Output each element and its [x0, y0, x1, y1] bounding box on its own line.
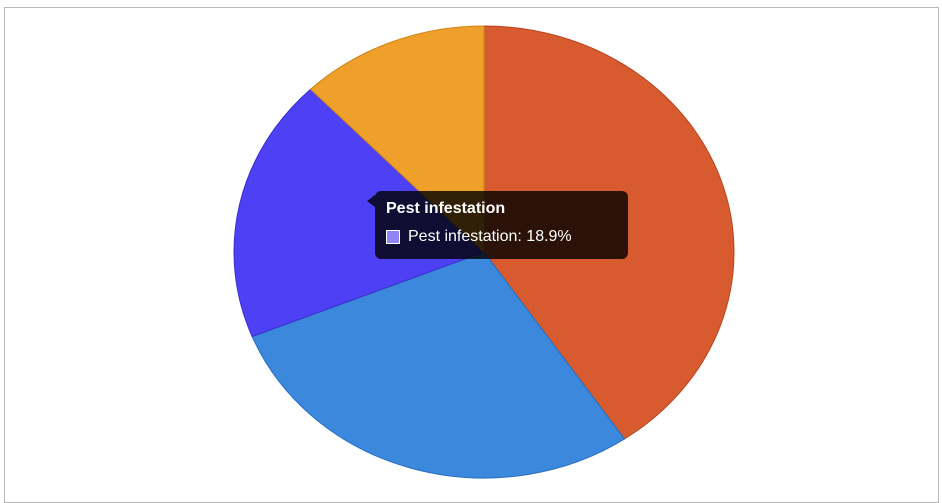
tooltip-swatch: [386, 230, 400, 244]
pie-slice-category-b[interactable]: [251, 251, 626, 479]
tooltip-body: Pest infestation: 18.9%: [386, 227, 617, 247]
tooltip: Pest infestation Pest infestation: 18.9%: [375, 191, 628, 259]
tooltip-label: Pest infestation: 18.9%: [408, 228, 572, 245]
tooltip-caret: [367, 195, 375, 207]
tooltip-title: Pest infestation: [386, 200, 506, 217]
pie-slice-pest-infestation[interactable]: [233, 88, 485, 338]
